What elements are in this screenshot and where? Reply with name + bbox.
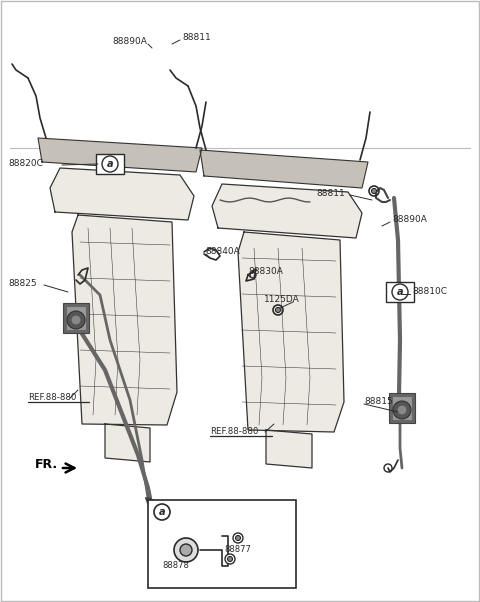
Circle shape (233, 533, 243, 543)
Text: 88811: 88811 (316, 188, 345, 197)
Text: 88810C: 88810C (412, 288, 447, 297)
Circle shape (174, 538, 198, 562)
Polygon shape (105, 424, 150, 462)
Circle shape (102, 156, 118, 172)
Text: 88815: 88815 (364, 397, 393, 406)
Circle shape (228, 556, 232, 562)
Circle shape (236, 536, 240, 541)
Polygon shape (238, 232, 344, 432)
Bar (386, 282, 414, 302)
Text: 88825: 88825 (8, 279, 36, 288)
Text: 1125DA: 1125DA (264, 296, 300, 305)
Circle shape (393, 401, 411, 419)
Circle shape (276, 308, 280, 312)
Text: 88890A: 88890A (392, 216, 427, 225)
Text: a: a (107, 159, 113, 169)
Circle shape (164, 506, 168, 510)
Polygon shape (212, 184, 362, 238)
Bar (148, 500, 296, 588)
Bar (96, 154, 124, 174)
Text: 88840A: 88840A (205, 247, 240, 256)
Text: 88811: 88811 (182, 34, 211, 43)
Bar (392, 396, 412, 420)
Text: 88820C: 88820C (8, 158, 43, 167)
Text: REF.88-880: REF.88-880 (28, 394, 76, 403)
Text: FR.: FR. (35, 458, 58, 471)
Circle shape (397, 405, 407, 415)
Text: 88830A: 88830A (248, 267, 283, 276)
Polygon shape (72, 215, 177, 425)
Bar (389, 393, 415, 423)
Text: a: a (159, 507, 165, 517)
Circle shape (372, 188, 376, 193)
Bar (66, 306, 86, 330)
Circle shape (71, 315, 81, 325)
Polygon shape (266, 430, 312, 468)
Text: REF.88-880: REF.88-880 (210, 427, 258, 436)
Circle shape (225, 554, 235, 564)
Text: 88890A: 88890A (112, 37, 147, 46)
Circle shape (392, 284, 408, 300)
Polygon shape (38, 138, 202, 172)
Polygon shape (50, 168, 194, 220)
Circle shape (67, 311, 85, 329)
Bar (63, 303, 89, 333)
Polygon shape (200, 150, 368, 188)
Circle shape (154, 504, 170, 520)
Text: a: a (396, 287, 403, 297)
Text: 88877: 88877 (225, 545, 252, 554)
Text: 88878: 88878 (163, 561, 190, 570)
Circle shape (180, 544, 192, 556)
